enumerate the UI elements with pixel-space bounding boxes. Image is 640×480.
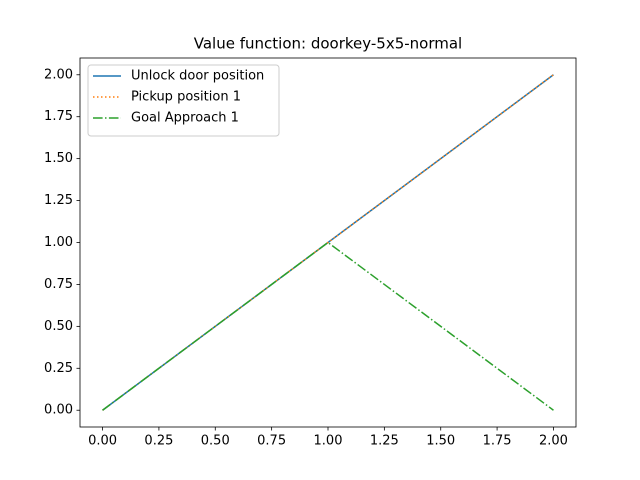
chart-title: Value function: doorkey-5x5-normal <box>194 35 462 53</box>
x-tick-label: 1.00 <box>314 434 343 449</box>
y-tick-label: 0.50 <box>44 319 73 334</box>
y-tick-label: 1.00 <box>44 235 73 250</box>
legend-box <box>87 64 280 137</box>
y-tick-label: 2.00 <box>44 67 73 82</box>
y-tick-label: 1.50 <box>44 151 73 166</box>
x-tick-label: 1.25 <box>370 434 399 449</box>
y-tick-label: 0.25 <box>44 361 73 376</box>
legend-label: Unlock door position <box>131 69 264 84</box>
series-line <box>102 74 554 411</box>
x-tick-label: 0.00 <box>88 434 117 449</box>
legend-label: Goal Approach 1 <box>131 111 239 126</box>
x-tick-label: 2.00 <box>539 434 568 449</box>
y-tick-label: 1.75 <box>44 109 73 124</box>
axes-frame <box>79 57 577 428</box>
x-tick-label: 0.75 <box>257 434 286 449</box>
y-tick-label: 1.25 <box>44 193 73 208</box>
series-line <box>102 241 554 411</box>
x-tick-label: 0.25 <box>144 434 173 449</box>
legend-label: Pickup position 1 <box>131 90 241 105</box>
y-tick-label: 0.00 <box>44 403 73 418</box>
x-tick-label: 0.50 <box>201 434 230 449</box>
y-tick-label: 0.75 <box>44 277 73 292</box>
x-tick-label: 1.50 <box>426 434 455 449</box>
x-tick-label: 1.75 <box>483 434 512 449</box>
